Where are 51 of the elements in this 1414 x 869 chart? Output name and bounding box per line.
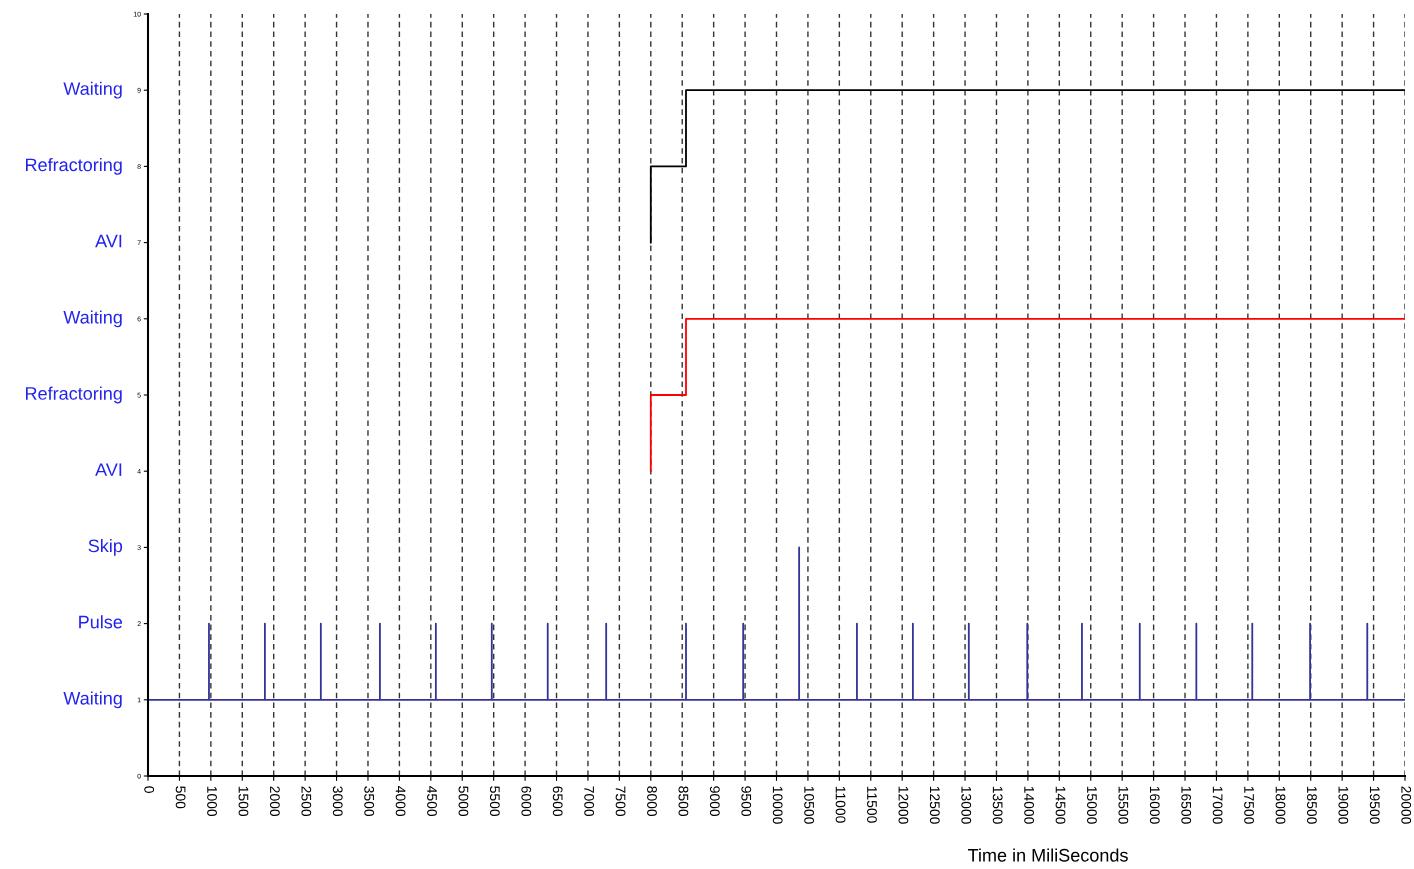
- x-tick-label: 6500: [552, 786, 563, 817]
- x-tick-label: 9500: [741, 786, 752, 817]
- x-tick-label: 5000: [458, 786, 469, 817]
- x-tick-label: 16000: [1149, 786, 1160, 824]
- text: Waiting: [63, 310, 122, 328]
- x-tick-label: 12000: [898, 786, 909, 824]
- text: Waiting: [63, 691, 122, 709]
- x-tick-label: 19000: [1338, 786, 1349, 824]
- x-tick-label: 18000: [1275, 786, 1286, 824]
- text: Waiting: [63, 81, 122, 99]
- x-tick-label: 9000: [709, 786, 720, 817]
- x-tick-label: 15000: [1087, 786, 1097, 824]
- x-tick-label: 8000: [647, 786, 657, 817]
- x-tick-label: 12500: [929, 786, 940, 824]
- text: Refractoring: [26, 157, 122, 175]
- text: AVI: [95, 463, 122, 476]
- x-tick-label: 7500: [615, 786, 626, 817]
- x-tick-label: 18500: [1307, 786, 1317, 824]
- x-tick-label: 0: [144, 786, 155, 793]
- x-tick-label: 13000: [961, 786, 972, 824]
- x-tick-label: 1000: [207, 786, 217, 817]
- x-tick-label: 13500: [992, 786, 1003, 824]
- x-tick-label: 14000: [1024, 786, 1035, 824]
- x-tick-label: 6000: [521, 786, 532, 817]
- x-tick-label: 8500: [678, 786, 689, 817]
- x-tick-label: 3500: [364, 786, 375, 817]
- text: Refractoring: [26, 386, 122, 404]
- x-tick-label: 16500: [1181, 786, 1192, 824]
- x-tick-label: 2000: [269, 786, 280, 817]
- text: Skip: [88, 538, 123, 556]
- x-tick-label: 3000: [332, 786, 343, 817]
- x-tick-label: 11500: [867, 786, 877, 823]
- x-tick-label: 7000: [584, 786, 595, 817]
- x-tick-label: 15500: [1118, 786, 1129, 824]
- x-tick-label: 19500: [1369, 786, 1380, 824]
- x-tick-label: 4500: [427, 786, 437, 817]
- x-tick-label: 11000: [835, 786, 846, 823]
- x-axis-title: Time in MiliSeconds: [968, 848, 1128, 862]
- x-tick-label: 10500: [804, 786, 815, 824]
- x-tick-label: 20000: [1401, 786, 1412, 824]
- x-tick-label: 17000: [1212, 786, 1223, 824]
- x-tick-label: 5500: [489, 786, 500, 817]
- x-tick-label: 500: [175, 786, 186, 809]
- text: AVI: [95, 234, 122, 248]
- x-tick-label: 17500: [1244, 786, 1254, 824]
- text: Pulse: [79, 615, 123, 629]
- x-tick-label: 4000: [395, 786, 406, 817]
- x-tick-label: 1500: [238, 786, 249, 817]
- x-tick-label: 14500: [1055, 786, 1066, 824]
- x-tick-label: 10000: [772, 786, 783, 824]
- x-tick-label: 2500: [301, 786, 312, 817]
